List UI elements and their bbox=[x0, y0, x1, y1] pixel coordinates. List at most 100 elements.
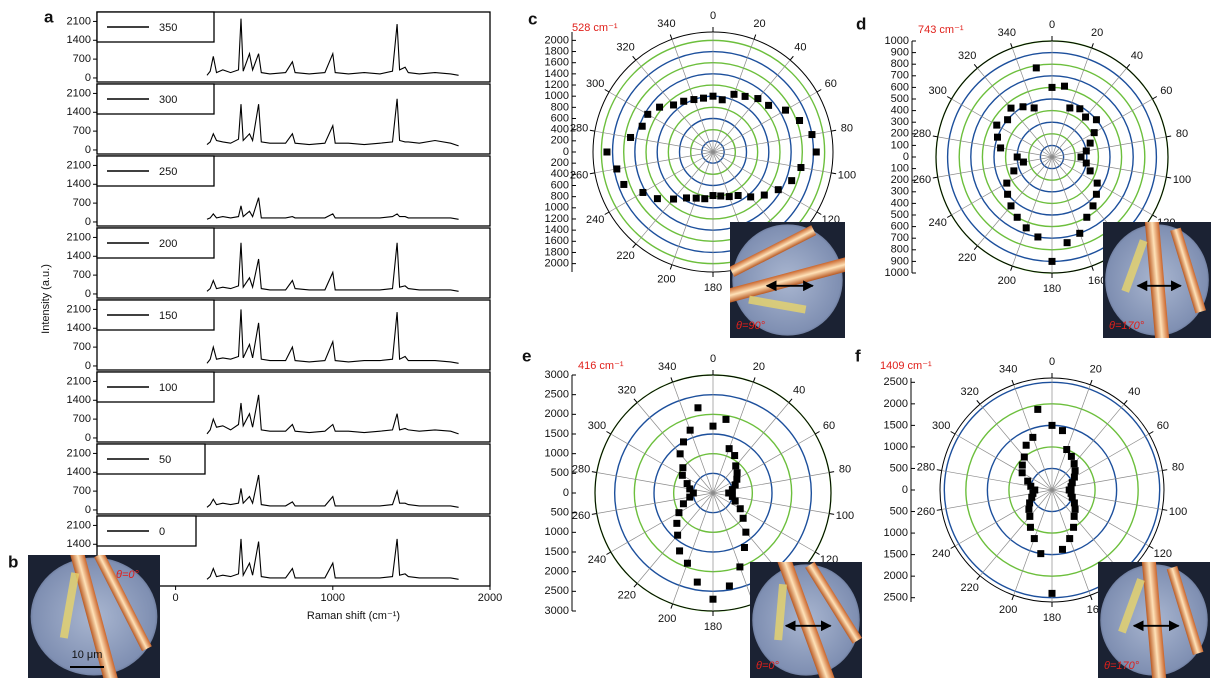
y-tick-label: 700 bbox=[73, 125, 91, 137]
radial-tick-label: 3000 bbox=[545, 605, 569, 617]
radial-tick-label: 400 bbox=[551, 124, 569, 136]
data-point bbox=[700, 94, 708, 102]
angle-tick bbox=[946, 214, 952, 218]
angle-tick bbox=[589, 172, 595, 175]
grid-spoke bbox=[1013, 489, 1053, 596]
crystals bbox=[59, 555, 152, 678]
data-point bbox=[1058, 427, 1066, 435]
angle-label: 180 bbox=[704, 621, 722, 633]
data-point bbox=[1093, 179, 1101, 187]
data-point bbox=[733, 469, 741, 477]
angle-tick bbox=[1011, 595, 1015, 601]
data-point bbox=[1068, 493, 1076, 501]
angle-label: 180 bbox=[1043, 612, 1061, 624]
grid-spoke bbox=[712, 492, 816, 553]
data-point bbox=[1026, 499, 1034, 507]
y-tick-label: 2100 bbox=[67, 159, 91, 171]
radial-tick-label: 500 bbox=[551, 507, 569, 519]
subplot-frame bbox=[96, 515, 491, 587]
radial-tick-label: 1000 bbox=[545, 202, 569, 214]
data-point bbox=[1026, 523, 1034, 531]
data-point bbox=[718, 96, 726, 104]
angle-label: 40 bbox=[1128, 386, 1140, 398]
data-point bbox=[725, 193, 733, 201]
angle-label: 0 bbox=[710, 10, 716, 22]
y-tick-label: 1400 bbox=[67, 394, 91, 406]
angle-label: 180 bbox=[1043, 283, 1061, 295]
crystal bbox=[1118, 578, 1145, 634]
data-point bbox=[709, 92, 717, 100]
data-point bbox=[644, 110, 652, 118]
data-point bbox=[683, 480, 691, 488]
grid-spoke bbox=[979, 403, 1053, 491]
scale-bar-label: 10 μm bbox=[72, 649, 103, 661]
angle-tick bbox=[976, 400, 981, 405]
radial-tick-label: 2500 bbox=[545, 389, 569, 401]
radial-tick-label: 400 bbox=[551, 168, 569, 180]
data-point bbox=[1007, 104, 1015, 112]
angle-tick bbox=[632, 55, 637, 61]
y-tick-label: 2100 bbox=[67, 15, 91, 27]
crystal bbox=[59, 572, 80, 639]
radial-tick-label: 2000 bbox=[545, 408, 569, 420]
y-tick-label: 0 bbox=[85, 72, 91, 84]
radial-tick-label: 2000 bbox=[545, 566, 569, 578]
data-point bbox=[1019, 103, 1027, 111]
radial-tick-label: 2500 bbox=[884, 376, 908, 388]
angle-tick bbox=[976, 575, 981, 580]
crystal bbox=[748, 295, 807, 314]
angle-label: 320 bbox=[958, 50, 976, 62]
data-point bbox=[694, 404, 702, 412]
data-point bbox=[736, 505, 744, 513]
data-point bbox=[1022, 224, 1030, 232]
crystal bbox=[67, 555, 121, 678]
data-point bbox=[1032, 64, 1040, 72]
grid-spoke bbox=[977, 67, 1053, 158]
data-point bbox=[725, 582, 733, 590]
data-point bbox=[1060, 82, 1068, 90]
angle-label: 300 bbox=[929, 85, 947, 97]
data-point bbox=[730, 90, 738, 98]
angle-label: 340 bbox=[999, 364, 1017, 376]
grid-spoke bbox=[951, 98, 1053, 158]
angle-tick bbox=[829, 471, 835, 474]
angle-label: 300 bbox=[588, 420, 606, 432]
grid-spoke bbox=[1051, 67, 1127, 158]
angle-tick bbox=[669, 264, 673, 270]
data-point bbox=[1070, 512, 1078, 520]
data-point bbox=[670, 101, 678, 109]
grid-spoke bbox=[1051, 403, 1125, 491]
angle-tick bbox=[591, 471, 597, 474]
data-point bbox=[673, 519, 681, 527]
data-point bbox=[717, 192, 725, 200]
angle-tick bbox=[1148, 431, 1154, 435]
radial-tick-label: 200 bbox=[891, 174, 909, 186]
angle-label: 100 bbox=[1169, 506, 1187, 518]
data-point bbox=[1048, 589, 1056, 597]
angle-tick bbox=[670, 377, 674, 383]
crystals bbox=[1118, 562, 1204, 678]
data-point bbox=[682, 194, 690, 202]
data-point bbox=[1027, 482, 1035, 490]
data-point bbox=[709, 192, 717, 200]
micrograph: θ=90° bbox=[730, 222, 845, 338]
angle-label: 80 bbox=[839, 464, 851, 476]
angle-tick bbox=[932, 135, 938, 138]
angle-label: 80 bbox=[1172, 462, 1184, 474]
y-tick-label: 1400 bbox=[67, 178, 91, 190]
legend-label: 150 bbox=[159, 310, 177, 322]
data-point bbox=[653, 195, 661, 203]
data-point bbox=[679, 500, 687, 508]
micrograph: θ=0° 10 μm bbox=[28, 555, 160, 678]
grid-spoke bbox=[610, 492, 714, 553]
data-point bbox=[1013, 213, 1021, 221]
subplot-frame bbox=[96, 443, 491, 515]
spectrum-line bbox=[206, 394, 459, 435]
angle-label: 100 bbox=[836, 510, 854, 522]
data-point bbox=[732, 462, 740, 470]
subplot-frame bbox=[96, 227, 491, 299]
data-point bbox=[1066, 535, 1074, 543]
subplot-frame bbox=[96, 11, 491, 83]
angle-tick bbox=[1010, 265, 1013, 271]
